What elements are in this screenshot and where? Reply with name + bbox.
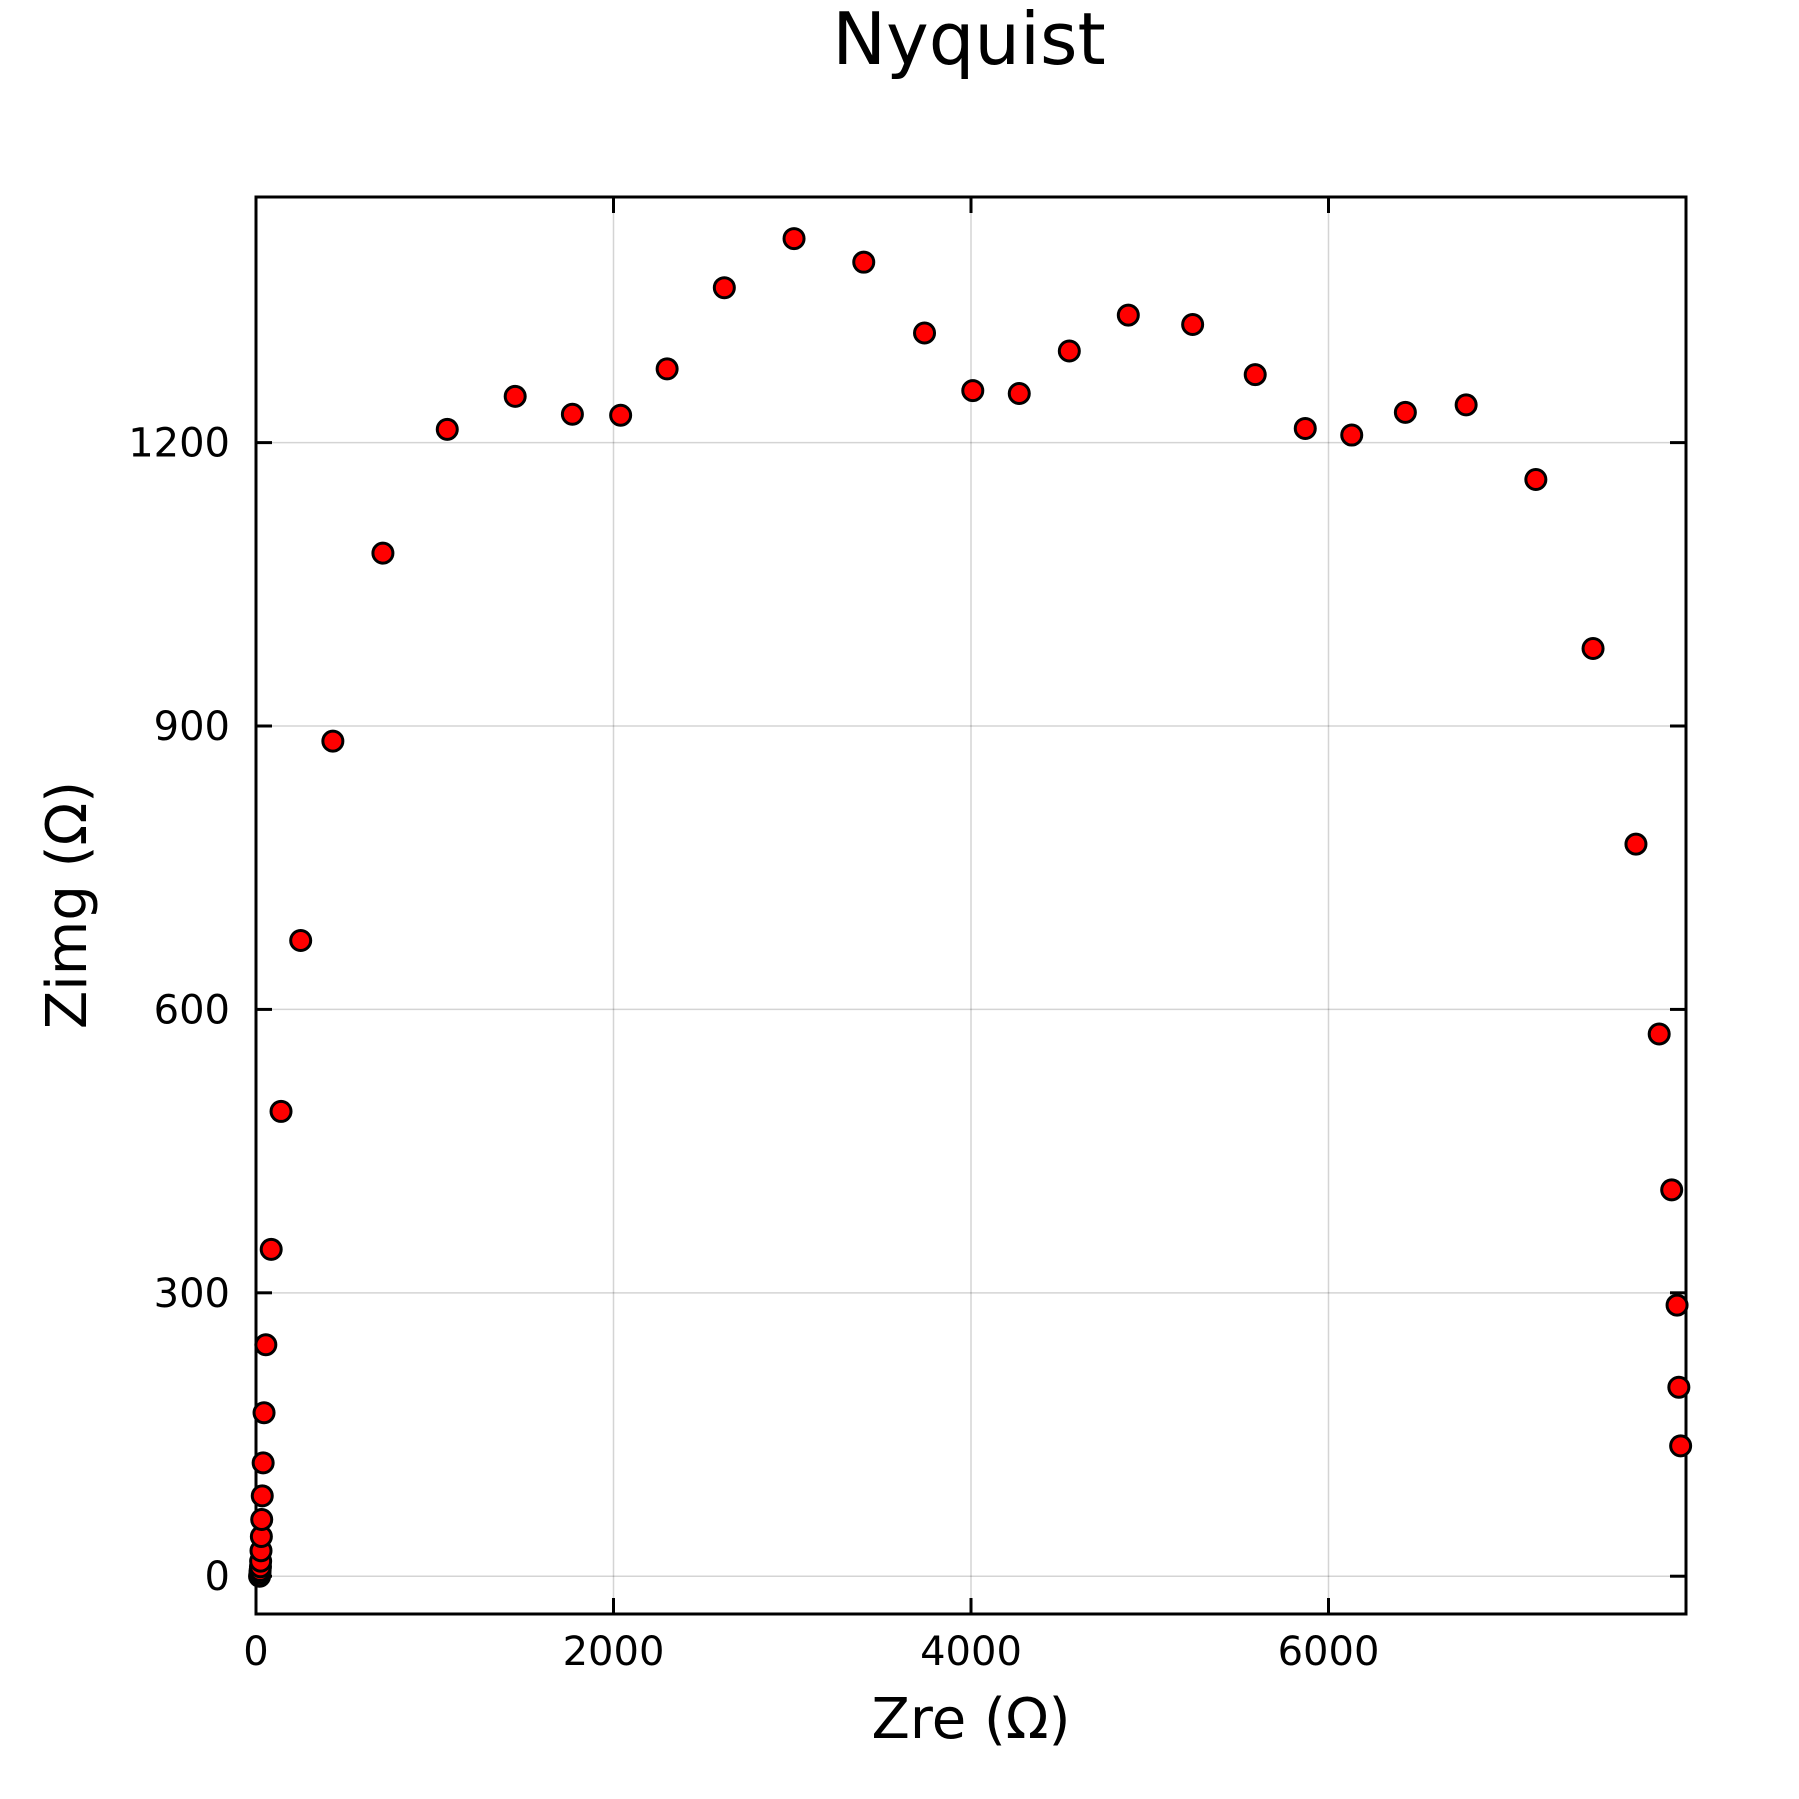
data-point xyxy=(1454,393,1478,417)
y-axis-label: Zimg (Ω) xyxy=(35,781,100,1029)
x-axis-label: Zre (Ω) xyxy=(872,1687,1071,1752)
data-point xyxy=(1647,1022,1671,1046)
y-tick-label: 300 xyxy=(154,1271,230,1317)
data-point xyxy=(1057,339,1081,363)
data-point xyxy=(1667,1375,1691,1399)
y-tick-label: 900 xyxy=(154,704,230,750)
data-point xyxy=(1181,313,1205,337)
data-point xyxy=(259,1237,283,1261)
x-tick-label: 4000 xyxy=(920,1629,1022,1675)
data-point xyxy=(251,1451,275,1475)
data-point xyxy=(560,402,584,426)
y-tick-label: 600 xyxy=(154,987,230,1033)
data-point xyxy=(250,1508,274,1532)
data-point xyxy=(1293,416,1317,440)
grid-lines xyxy=(255,197,1686,1614)
data-point xyxy=(1524,467,1548,491)
x-tick-label: 6000 xyxy=(1278,1629,1380,1675)
data-point xyxy=(371,541,395,565)
data-point xyxy=(852,250,876,274)
data-point xyxy=(961,379,985,403)
data-point xyxy=(1581,637,1605,661)
data-point xyxy=(289,928,313,952)
data-point xyxy=(1660,1178,1684,1202)
x-tick-label: 2000 xyxy=(563,1629,665,1675)
data-point xyxy=(254,1333,278,1357)
axis-ticks xyxy=(254,197,1686,1614)
data-points xyxy=(248,227,1693,1588)
x-tick-label: 0 xyxy=(243,1629,268,1675)
data-point xyxy=(712,276,736,300)
tick-labels: 0 2000 4000 6000 0 300 600 900 1200 xyxy=(128,421,1379,1675)
data-point xyxy=(1665,1293,1689,1317)
data-point xyxy=(1007,381,1031,405)
data-point xyxy=(435,417,459,441)
data-point xyxy=(321,729,345,753)
data-point xyxy=(1243,363,1267,387)
data-point xyxy=(252,1401,276,1425)
chart-title: Nyquist xyxy=(832,0,1106,81)
y-tick-label: 0 xyxy=(205,1554,230,1600)
data-point xyxy=(250,1484,274,1508)
data-point xyxy=(913,321,937,345)
data-point xyxy=(1624,832,1648,856)
data-point xyxy=(1116,303,1140,327)
data-point xyxy=(503,384,527,408)
data-point xyxy=(1669,1434,1693,1458)
data-point xyxy=(609,403,633,427)
data-point xyxy=(1340,423,1364,447)
data-point xyxy=(655,357,679,381)
data-point xyxy=(1393,400,1417,424)
y-tick-label: 1200 xyxy=(128,421,230,467)
data-point xyxy=(269,1099,293,1123)
data-point xyxy=(782,227,806,251)
